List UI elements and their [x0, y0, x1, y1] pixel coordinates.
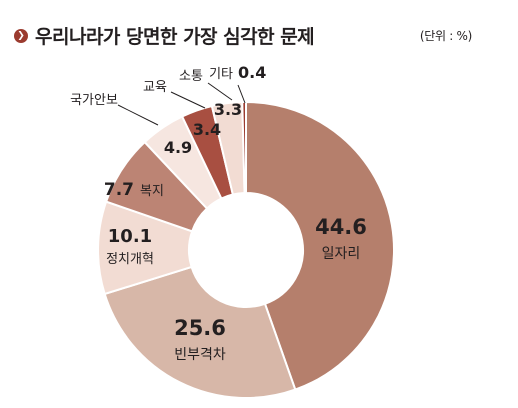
category-label-slice-5: 국가안보: [70, 93, 118, 108]
leader-line-slice-6: [170, 91, 206, 109]
category-label-slice-1: 일자리: [322, 246, 361, 262]
value-label-slice-8: 0.4: [238, 63, 266, 82]
leader-line-slice-7: [207, 82, 233, 101]
chart-title: 우리나라가 당면한 가장 심각한 문제: [35, 26, 315, 48]
leader-line-slice-8: [237, 84, 246, 104]
donut-slice-8: [241, 100, 247, 195]
leader-line-slice-5: [117, 104, 159, 126]
category-label-slice-3: 정치개혁: [106, 252, 154, 267]
donut-slice-2: [103, 265, 297, 399]
value-label-slice-1: 44.6: [315, 215, 367, 239]
donut-slice-1: [245, 100, 396, 391]
unit-label: (단위 : %): [419, 29, 472, 43]
chart-title-row: ❯ 우리나라가 당면한 가장 심각한 문제: [14, 22, 315, 49]
category-label-slice-4: 복지: [140, 184, 164, 199]
category-label-slice-2: 빈부격차: [174, 347, 226, 363]
value-label-slice-3: 10.1: [108, 226, 152, 247]
value-label-slice-4: 7.7: [104, 180, 134, 200]
category-label-slice-6: 교육: [143, 80, 167, 95]
category-label-slice-7: 소통: [179, 69, 203, 84]
value-label-slice-6: 3.4: [193, 120, 221, 139]
value-label-slice-5: 4.9: [164, 138, 192, 157]
bullet-arrow-icon: ❯: [14, 28, 28, 43]
value-label-slice-7: 3.3: [214, 100, 242, 119]
value-label-slice-2: 25.6: [174, 316, 226, 340]
category-label-slice-8: 기타: [209, 67, 233, 82]
